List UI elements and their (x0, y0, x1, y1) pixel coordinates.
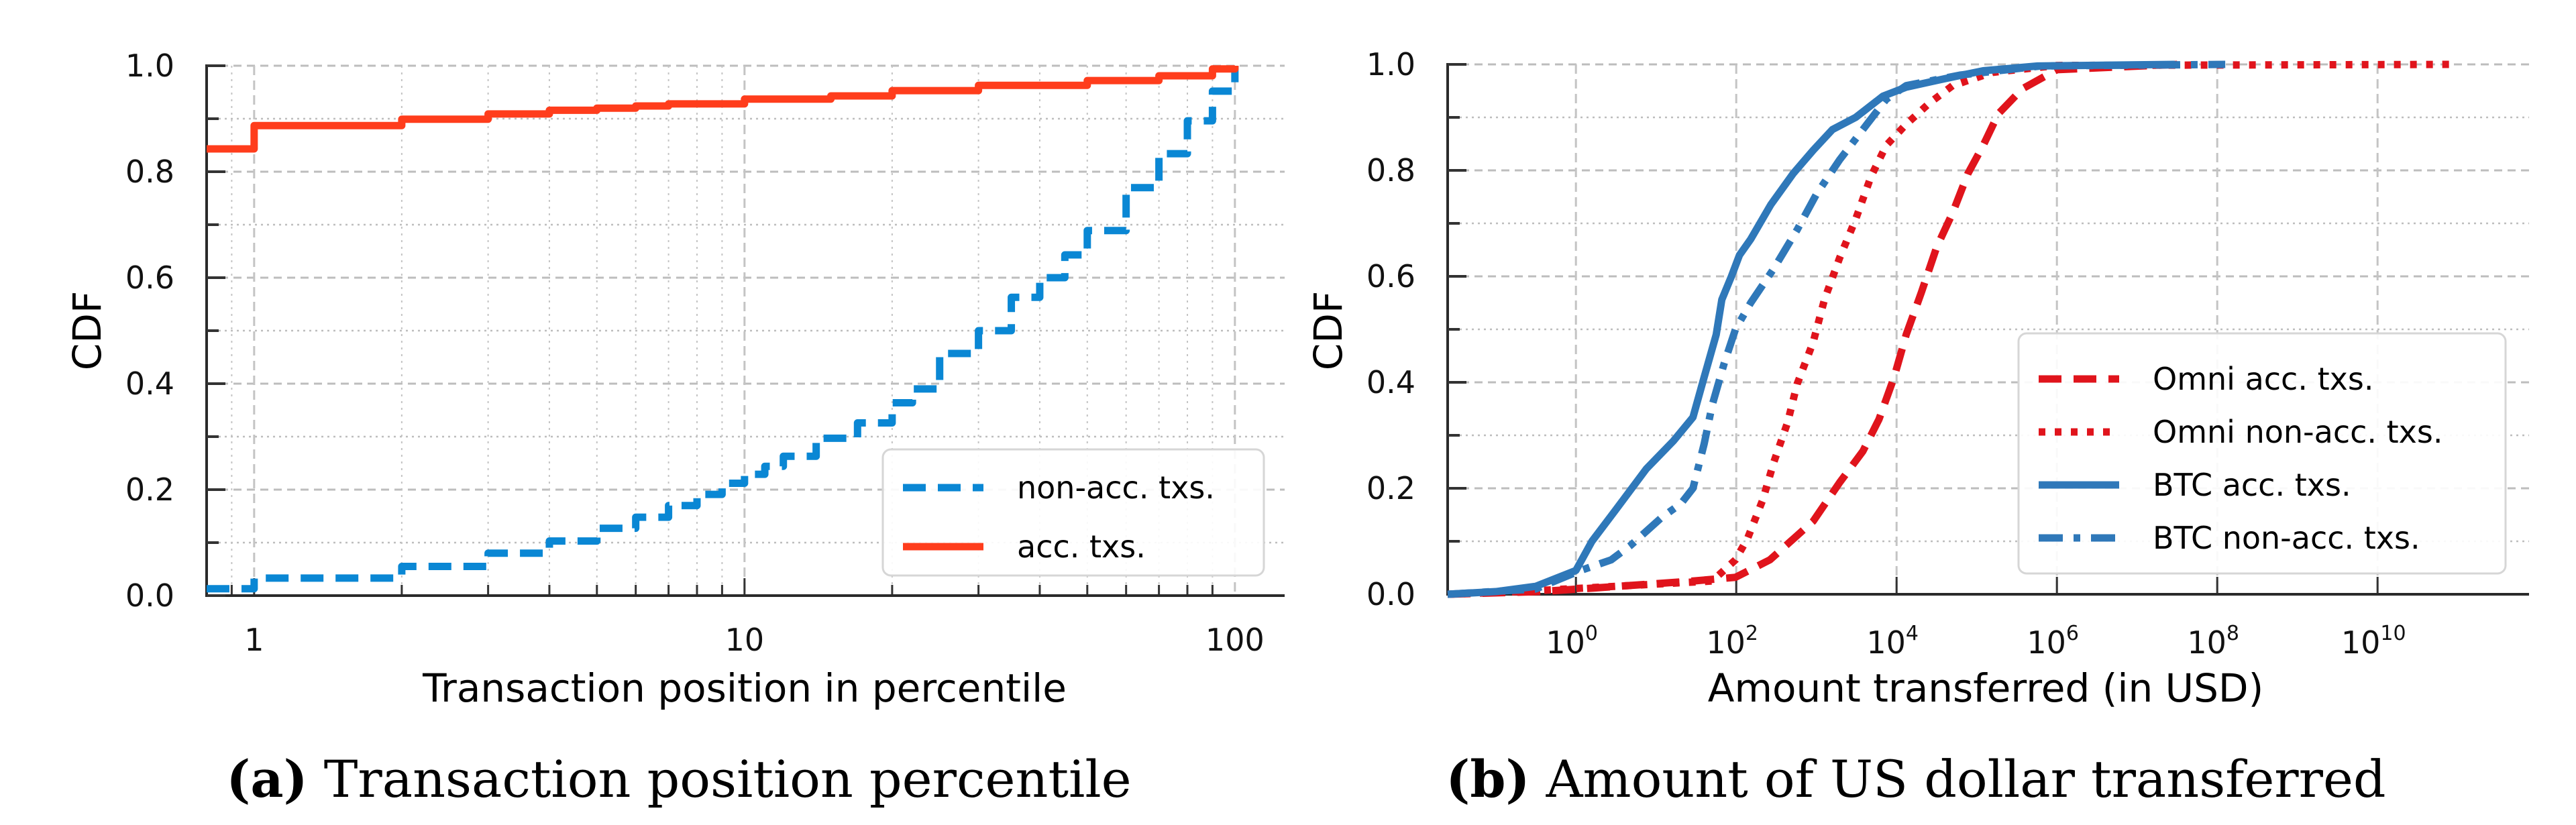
y-tick-label: 0.8 (1366, 152, 1415, 188)
x-tick-labels: 100 102 104 106 108 1010 (1546, 622, 2406, 661)
axes (1446, 63, 2529, 596)
panel-b-amount-transferred: 0.00.20.40.60.81.0 100 102 104 106 108 1010 C… (1305, 46, 2529, 809)
caption-title: Transaction position percentile (324, 749, 1132, 809)
tick-exponent: 0 (1585, 622, 1598, 645)
y-tick-label: 0.2 (1366, 470, 1415, 506)
y-tick-label: 0.6 (125, 260, 174, 296)
caption: (b) Amount of US dollar transferred (1446, 749, 2385, 809)
legend-box (2017, 332, 2507, 575)
tick-exponent: 6 (2066, 622, 2079, 645)
tick-base: 10 (2187, 624, 2226, 661)
caption-title: Amount of US dollar transferred (1546, 749, 2386, 809)
legend-label: BTC non-acc. txs. (2153, 520, 2420, 556)
x-tick-label: 10 (725, 622, 765, 658)
legend-label: Omni non-acc. txs. (2153, 414, 2443, 450)
caption-tag: (a) (226, 749, 307, 809)
caption: (a) Transaction position percentile (226, 749, 1131, 809)
legend-label: non-acc. txs. (1017, 470, 1215, 506)
tick-base: 10 (1866, 624, 1906, 661)
series-lines (207, 65, 1239, 593)
y-tick-labels: 0.0 0.2 0.4 0.6 0.8 1.0 (125, 48, 174, 614)
x-tick-label: 1010 (2341, 622, 2406, 661)
x-tick-label: 100 (1546, 622, 1598, 661)
y-axis-label: CDF (64, 291, 110, 371)
tick-base: 10 (2341, 624, 2381, 661)
tick-exponent: 10 (2380, 622, 2406, 645)
caption-text (308, 749, 324, 809)
tick-base: 10 (2027, 624, 2066, 661)
y-tick-label: 0.4 (1366, 364, 1415, 400)
y-tick-label: 0.0 (125, 578, 174, 614)
series-line-non-acc-txs (207, 66, 1239, 593)
x-axis-label: Transaction position in percentile (422, 665, 1067, 711)
y-tick-label: 0.2 (125, 472, 174, 508)
legend-label: BTC acc. txs. (2153, 467, 2351, 503)
x-tick-label: 106 (2027, 622, 2079, 661)
tick-exponent: 2 (1746, 622, 1758, 645)
y-tick-labels: 0.0 0.2 0.4 0.6 0.8 1.0 (1366, 46, 1415, 612)
legend: Omni acc. txs. Omni non-acc. txs. BTC acc.… (2017, 332, 2507, 575)
caption-text (1529, 749, 1546, 809)
series-lines (1447, 60, 2458, 598)
x-tick-label: 100 (1205, 622, 1265, 658)
y-tick-label: 1.0 (125, 48, 174, 84)
y-tick-label: 0.0 (1366, 576, 1415, 612)
y-tick-label: 1.0 (1366, 46, 1415, 82)
y-axis-label: CDF (1305, 291, 1351, 371)
legend-label: Omni acc. txs. (2153, 361, 2373, 397)
y-tick-label: 0.8 (125, 154, 174, 190)
x-tick-label: 1 (244, 622, 264, 658)
tick-base: 10 (1706, 624, 1746, 661)
y-tick-label: 0.4 (125, 366, 174, 402)
x-tick-labels: 1 10 100 (244, 622, 1265, 658)
tick-exponent: 8 (2226, 622, 2239, 645)
x-tick-label: 108 (2187, 622, 2239, 661)
x-tick-label: 104 (1866, 622, 1919, 661)
tick-base: 10 (1546, 624, 1585, 661)
caption-tag: (b) (1446, 749, 1529, 809)
panel-a-transaction-position: 0.0 0.2 0.4 0.6 0.8 1.0 1 10 100 CDF Transactio… (64, 48, 1285, 809)
series-line-acc-txs (207, 65, 1239, 153)
y-tick-label: 0.6 (1366, 258, 1415, 294)
x-axis-label: Amount transferred (in USD) (1708, 665, 2263, 711)
legend: non-acc. txs. acc. txs. (881, 448, 1265, 577)
x-tick-label: 102 (1706, 622, 1758, 661)
legend-label: acc. txs. (1017, 529, 1146, 565)
tick-exponent: 4 (1906, 622, 1919, 645)
